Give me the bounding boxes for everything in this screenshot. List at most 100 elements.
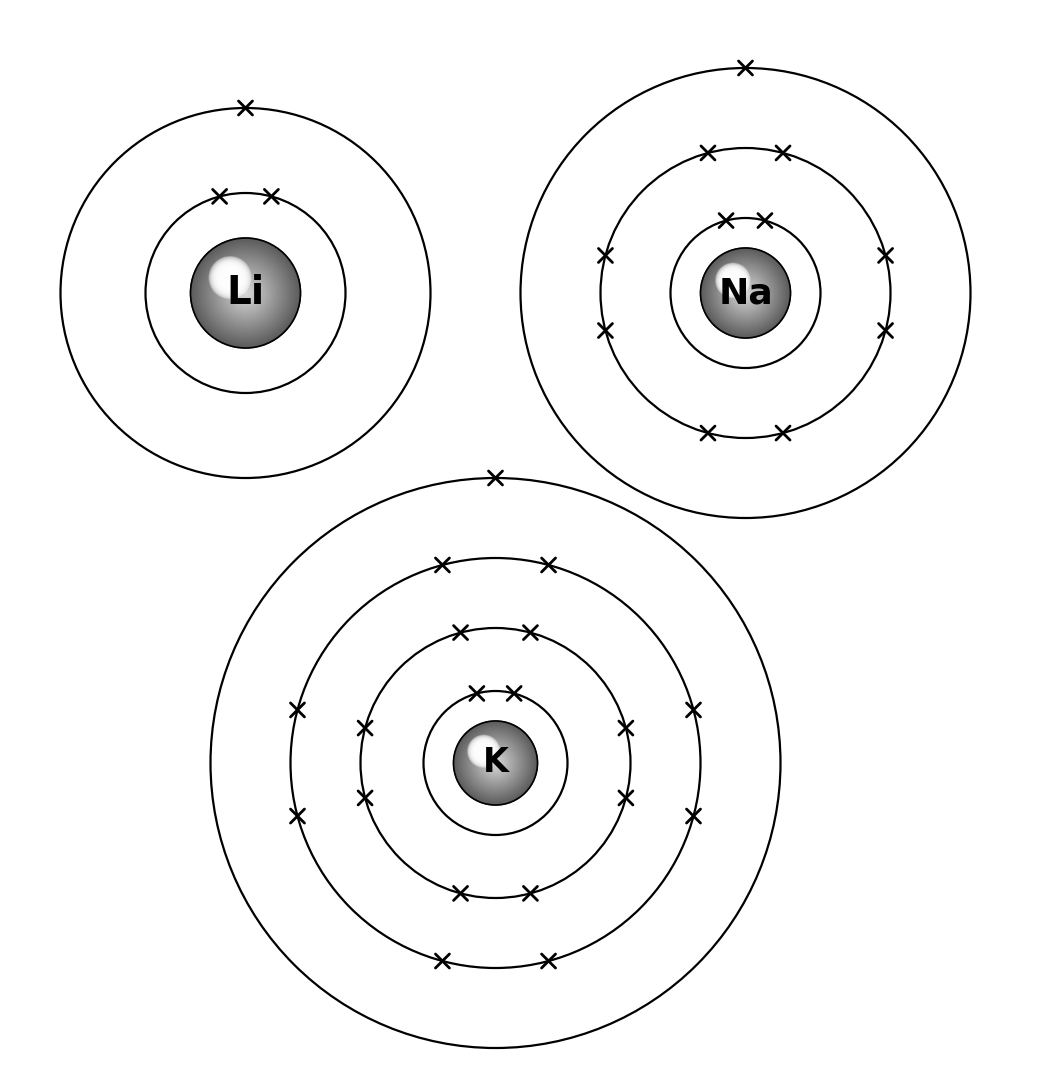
Circle shape <box>460 727 531 798</box>
Circle shape <box>471 738 496 764</box>
Circle shape <box>735 282 756 304</box>
Circle shape <box>221 268 270 318</box>
Circle shape <box>483 751 507 775</box>
Circle shape <box>713 261 778 325</box>
Circle shape <box>192 240 298 346</box>
Circle shape <box>210 258 250 297</box>
Circle shape <box>726 274 765 312</box>
Circle shape <box>211 259 249 296</box>
Circle shape <box>201 248 290 338</box>
Circle shape <box>226 274 265 312</box>
Circle shape <box>455 723 535 803</box>
Circle shape <box>220 267 241 288</box>
Circle shape <box>707 254 784 332</box>
Circle shape <box>724 271 741 289</box>
Circle shape <box>491 759 499 767</box>
Circle shape <box>194 242 296 343</box>
Circle shape <box>470 737 498 766</box>
Circle shape <box>463 732 527 794</box>
Circle shape <box>228 276 263 310</box>
Circle shape <box>475 743 516 783</box>
Circle shape <box>468 735 523 791</box>
Circle shape <box>197 245 294 342</box>
Circle shape <box>485 752 506 774</box>
Circle shape <box>716 263 776 323</box>
Circle shape <box>193 240 297 346</box>
Circle shape <box>466 733 526 793</box>
Circle shape <box>213 261 247 294</box>
Circle shape <box>461 729 530 797</box>
Circle shape <box>199 246 292 340</box>
Circle shape <box>205 252 286 334</box>
Circle shape <box>456 723 535 803</box>
Circle shape <box>726 274 740 288</box>
Circle shape <box>493 761 497 765</box>
Circle shape <box>218 265 273 321</box>
Circle shape <box>477 745 490 758</box>
Circle shape <box>208 255 284 330</box>
Circle shape <box>480 748 511 778</box>
Circle shape <box>721 268 770 318</box>
Circle shape <box>211 259 280 327</box>
Circle shape <box>728 276 762 310</box>
Circle shape <box>462 731 528 795</box>
Circle shape <box>469 737 521 790</box>
Circle shape <box>720 267 771 319</box>
Circle shape <box>476 744 514 782</box>
Circle shape <box>232 280 259 306</box>
Circle shape <box>478 746 512 780</box>
Circle shape <box>702 250 789 336</box>
Circle shape <box>488 755 503 770</box>
Circle shape <box>739 286 753 299</box>
Circle shape <box>208 255 283 330</box>
Circle shape <box>704 252 786 334</box>
Circle shape <box>204 252 287 335</box>
Circle shape <box>212 260 279 326</box>
Circle shape <box>217 264 274 322</box>
Circle shape <box>703 250 788 336</box>
Circle shape <box>477 745 513 781</box>
Circle shape <box>475 743 493 760</box>
Circle shape <box>733 280 759 306</box>
Circle shape <box>198 246 293 340</box>
Circle shape <box>215 264 275 323</box>
Circle shape <box>459 726 532 799</box>
Circle shape <box>730 278 760 308</box>
Circle shape <box>720 267 746 293</box>
Circle shape <box>709 256 782 329</box>
Circle shape <box>230 278 261 308</box>
Circle shape <box>482 750 509 776</box>
Circle shape <box>473 741 517 785</box>
Circle shape <box>456 724 534 802</box>
Circle shape <box>198 245 293 341</box>
Circle shape <box>741 289 750 297</box>
Circle shape <box>221 268 240 286</box>
Circle shape <box>222 269 239 286</box>
Circle shape <box>713 260 779 326</box>
Circle shape <box>494 762 497 765</box>
Text: Li: Li <box>226 274 265 312</box>
Circle shape <box>729 277 762 309</box>
Circle shape <box>460 729 530 797</box>
Circle shape <box>738 285 754 300</box>
Circle shape <box>493 761 498 766</box>
Circle shape <box>240 286 251 299</box>
Circle shape <box>468 736 522 791</box>
Circle shape <box>483 751 508 775</box>
Circle shape <box>490 758 501 768</box>
Circle shape <box>225 273 235 283</box>
Circle shape <box>213 261 277 325</box>
Circle shape <box>454 721 537 805</box>
Circle shape <box>226 274 234 282</box>
Circle shape <box>719 266 772 320</box>
Circle shape <box>229 277 262 309</box>
Circle shape <box>718 265 774 321</box>
Circle shape <box>706 253 785 333</box>
Circle shape <box>701 248 790 338</box>
Circle shape <box>468 735 499 767</box>
Circle shape <box>736 283 755 303</box>
Circle shape <box>480 748 510 778</box>
Circle shape <box>715 262 777 324</box>
Circle shape <box>228 275 264 311</box>
Circle shape <box>213 262 277 325</box>
